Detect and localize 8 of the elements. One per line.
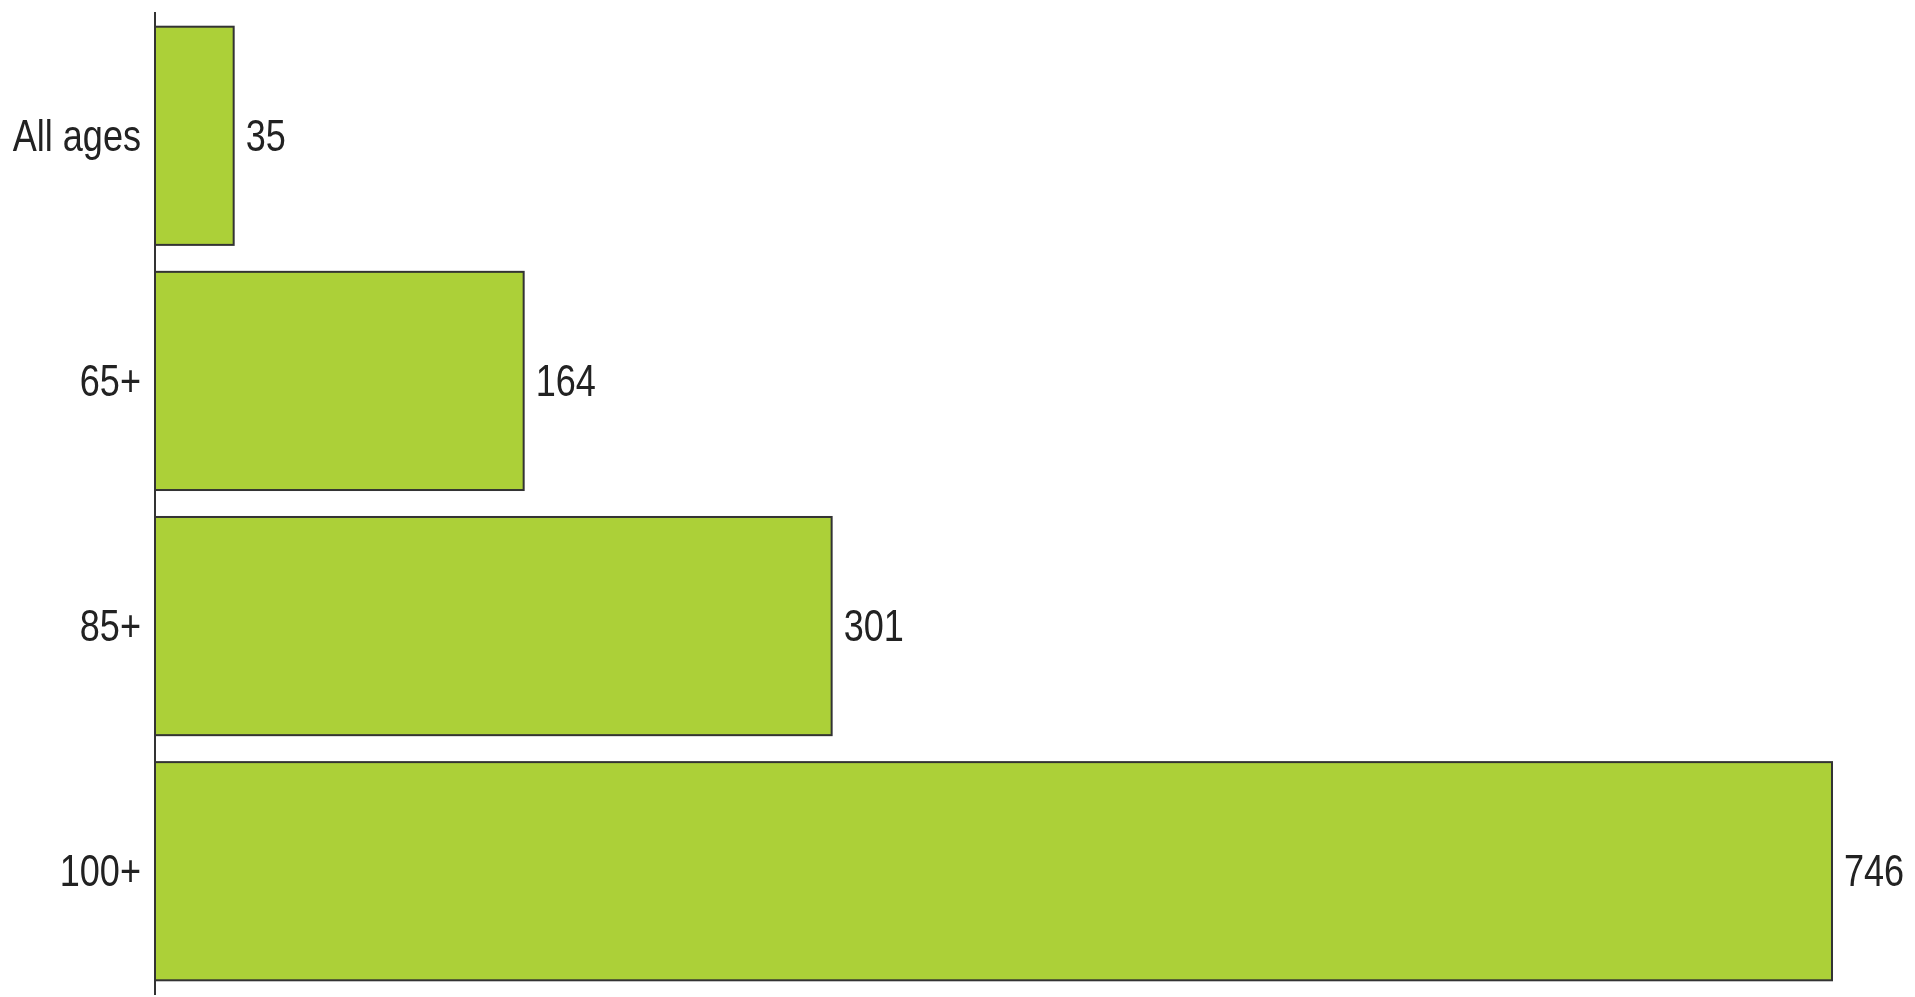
y-tick-label: All ages	[12, 111, 141, 161]
data-label: 35	[245, 111, 286, 161]
data-label: 164	[535, 356, 596, 406]
y-tick-label: 85+	[79, 601, 141, 651]
data-label: 301	[843, 601, 904, 651]
y-tick-label: 100+	[59, 846, 141, 896]
data-label: 746	[1844, 846, 1905, 896]
y-tick-label: 65+	[79, 356, 141, 406]
